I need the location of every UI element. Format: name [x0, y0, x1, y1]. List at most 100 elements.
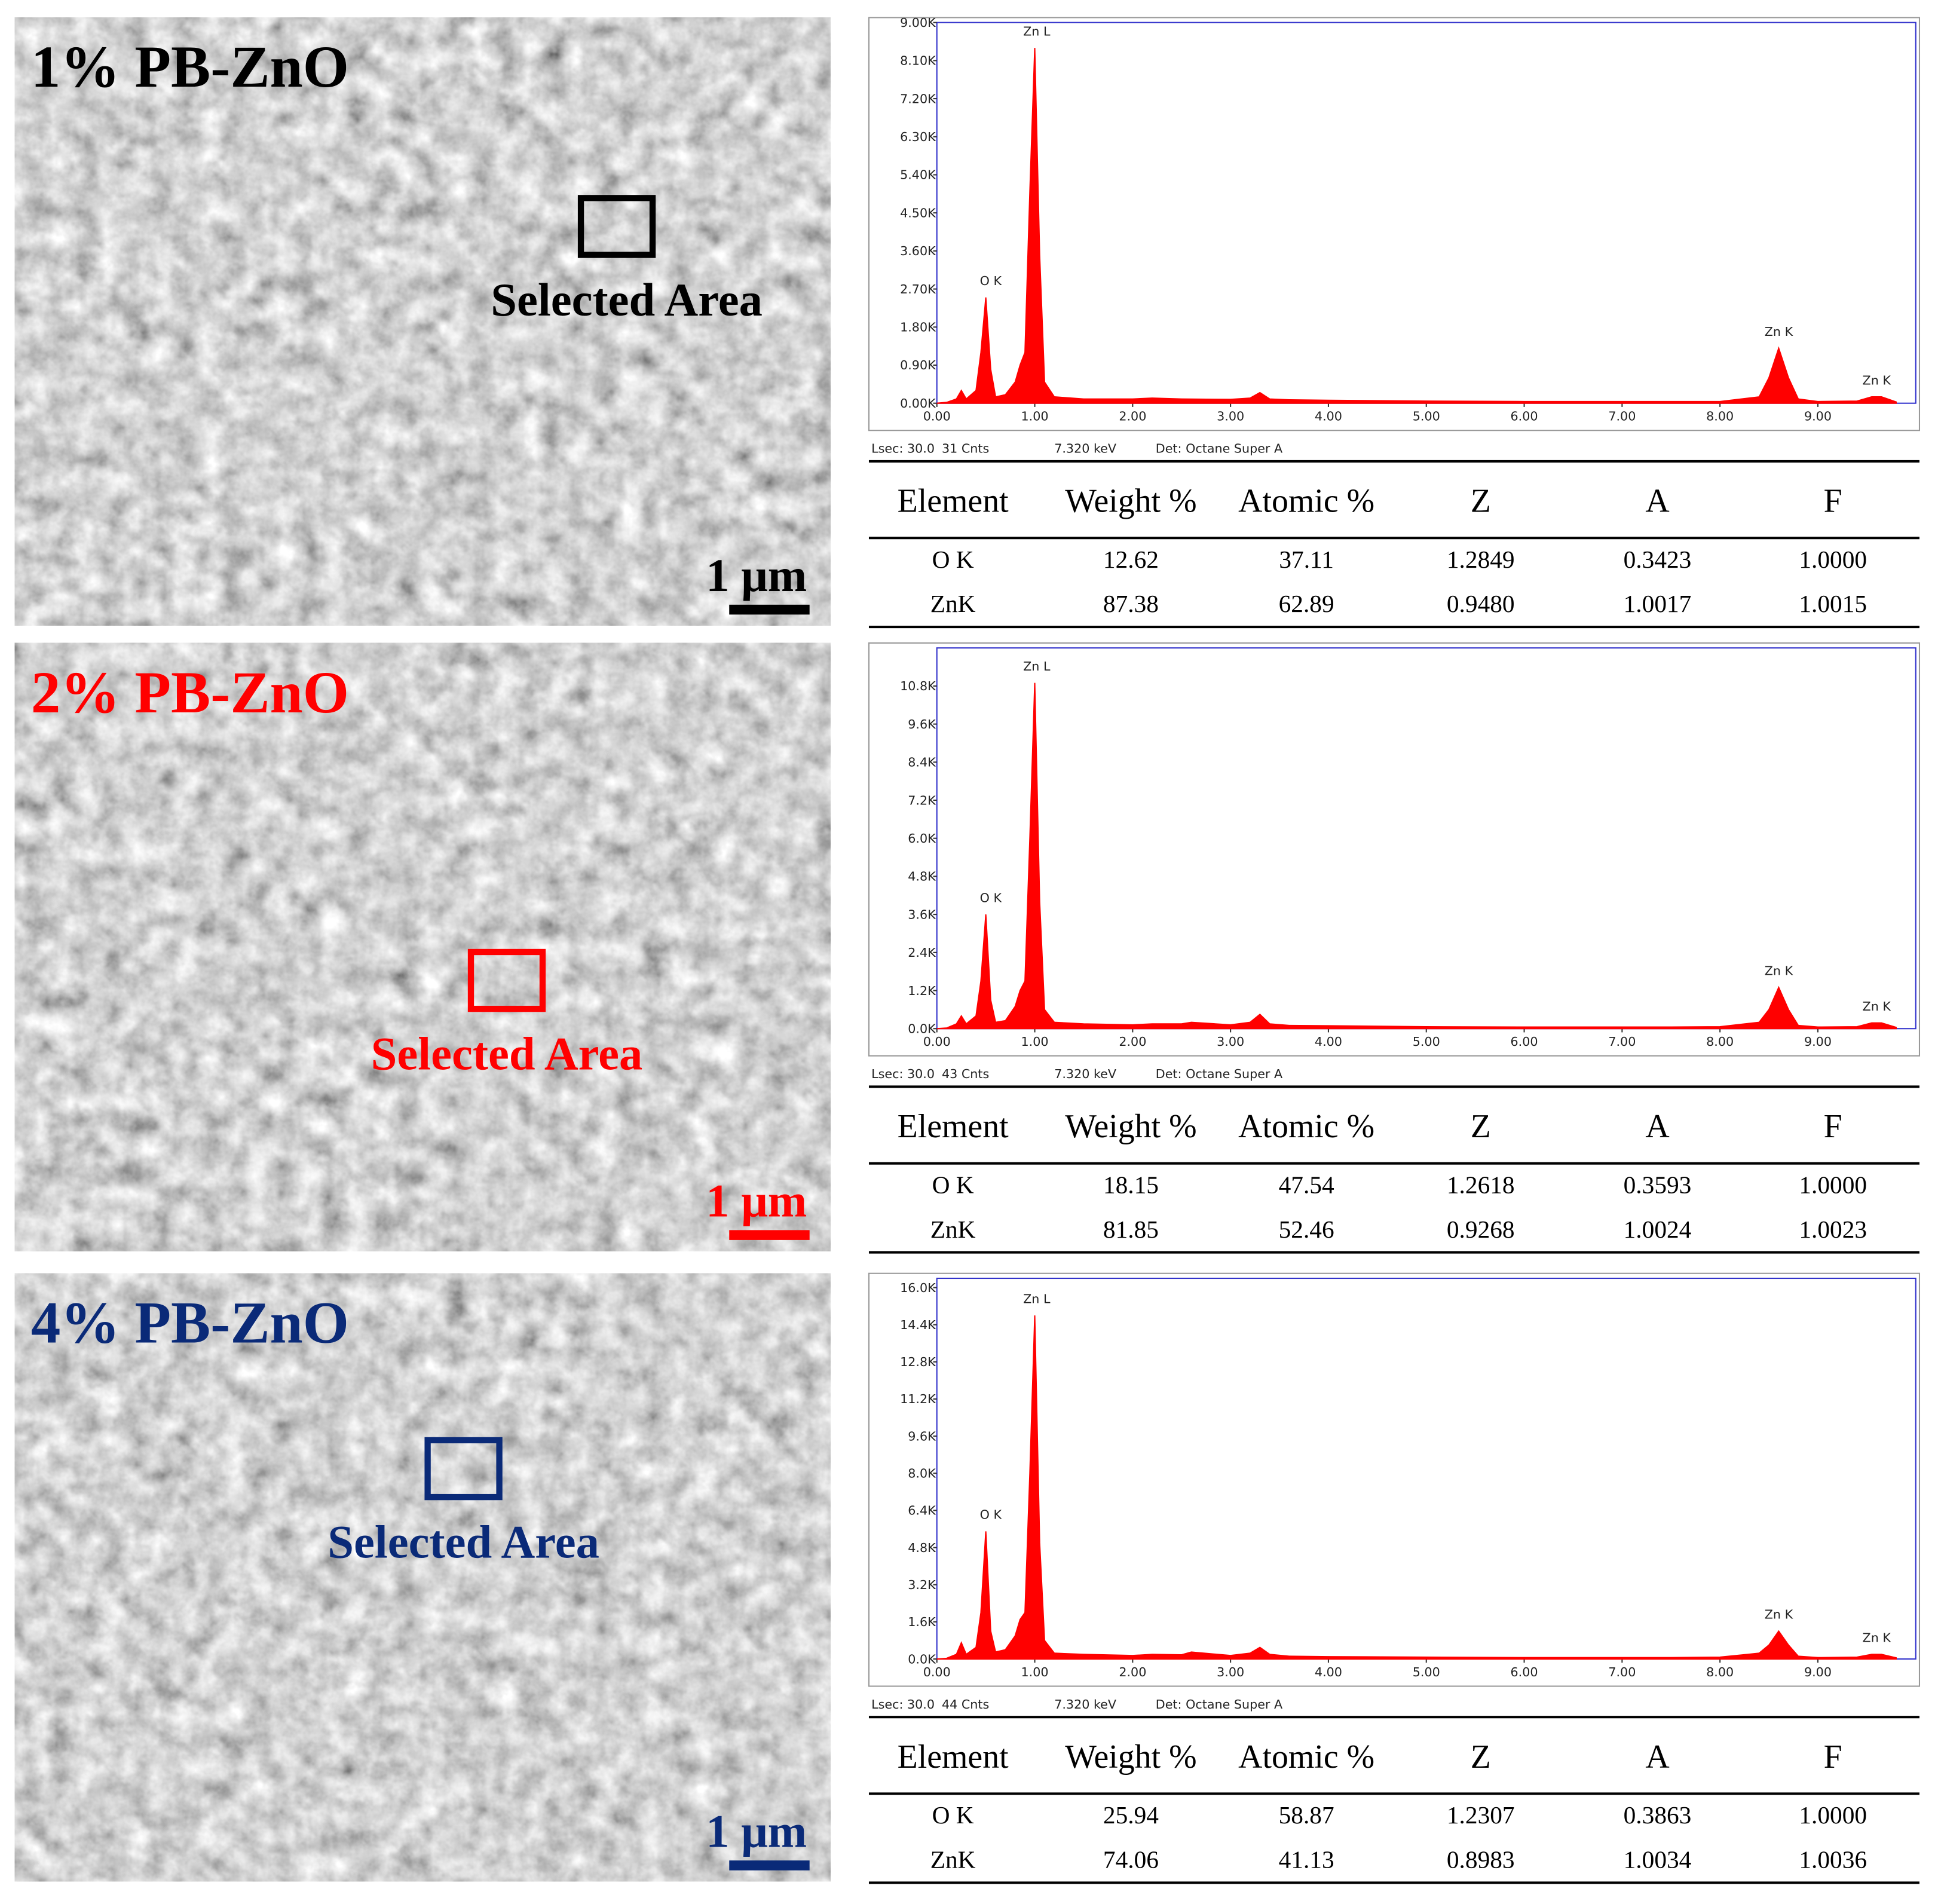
table-cell: O K	[932, 546, 974, 573]
table-cell: O K	[932, 1171, 974, 1198]
x-tick-label: 4.00	[1315, 409, 1342, 424]
table-cell: 1.0034	[1624, 1846, 1692, 1874]
table-cell: 1.0000	[1799, 1801, 1867, 1829]
scale-bar	[729, 1860, 810, 1871]
x-tick-label: 7.00	[1608, 1665, 1636, 1679]
table-header: Element	[898, 1108, 1009, 1145]
table-cell: 0.8983	[1447, 1846, 1515, 1874]
table-header: A	[1645, 1108, 1669, 1145]
spectrum-area	[936, 48, 1897, 404]
table-header: Atomic %	[1238, 1738, 1374, 1776]
peak-label: O K	[980, 1508, 1002, 1522]
y-tick-label: 6.4K	[908, 1504, 936, 1518]
peak-label: Zn K	[1765, 964, 1793, 978]
y-tick-label: 2.4K	[908, 945, 936, 960]
table-cell: 1.0000	[1799, 546, 1867, 573]
table-header: Weight %	[1065, 1108, 1196, 1145]
peak-label: O K	[980, 890, 1002, 905]
table-header: A	[1645, 1738, 1669, 1776]
table-cell: 37.11	[1279, 546, 1334, 573]
y-tick-label: 4.8K	[908, 870, 936, 884]
y-tick-label: 0.0K	[908, 1021, 936, 1036]
x-tick-label: 4.00	[1315, 1034, 1342, 1049]
y-tick-label: 7.2K	[908, 793, 936, 807]
y-tick-label: 3.6K	[908, 907, 936, 922]
chart-frame	[868, 1272, 1921, 1687]
y-tick-label: 5.40K	[900, 168, 936, 182]
sem-image	[14, 17, 831, 626]
spectrum-footer: Lsec: 30.0	[871, 1697, 935, 1712]
selected-box	[577, 195, 656, 258]
spectrum-footer: Lsec: 30.0	[871, 441, 935, 455]
table-cell: 1.0036	[1799, 1846, 1867, 1874]
table-cell: 0.9268	[1447, 1216, 1515, 1243]
plot-frame	[936, 22, 1916, 404]
table-cell: 1.0000	[1799, 1171, 1867, 1198]
peak-label: Zn L	[1023, 659, 1051, 674]
y-tick-label: 2.70K	[900, 282, 936, 296]
spectrum-footer: 44 Cnts	[942, 1697, 989, 1712]
y-tick-label: 6.0K	[908, 831, 936, 846]
y-tick-label: 9.6K	[908, 717, 936, 731]
x-tick-label: 2.00	[1119, 1665, 1146, 1679]
table-header: Element	[898, 1738, 1009, 1776]
spectrum-footer: 7.320 keV	[1054, 1697, 1116, 1712]
y-tick-label: 14.4K	[900, 1318, 936, 1332]
y-tick-label: 7.20K	[900, 91, 936, 106]
peak-label: Zn K	[1765, 1608, 1793, 1622]
x-tick-label: 5.00	[1413, 1665, 1440, 1679]
spectrum-footer: Det: Octane Super A	[1156, 441, 1282, 455]
spectrum-footer: 43 Cnts	[942, 1067, 989, 1081]
table-cell: 1.2849	[1447, 546, 1515, 573]
y-tick-label: 8.0K	[908, 1467, 936, 1481]
table-cell: 52.46	[1279, 1216, 1334, 1243]
table-cell: 74.06	[1103, 1846, 1159, 1874]
y-tick-label: 16.0K	[900, 1281, 936, 1295]
sample-label: 4% PB-ZnO	[31, 1291, 349, 1356]
y-tick-label: 9.00K	[900, 16, 936, 30]
y-tick-label: 9.6K	[908, 1429, 936, 1443]
table-cell: 47.54	[1279, 1171, 1334, 1198]
peak-label: Zn K	[1863, 999, 1891, 1014]
table-cell: 81.85	[1103, 1216, 1159, 1243]
y-tick-label: 6.30K	[900, 130, 936, 144]
table-cell: 18.15	[1103, 1171, 1159, 1198]
table-cell: 62.89	[1279, 590, 1334, 617]
table-cell: 1.2307	[1447, 1801, 1515, 1829]
table-cell: 12.62	[1103, 546, 1159, 573]
y-tick-label: 11.2K	[900, 1392, 936, 1406]
y-tick-label: 4.50K	[900, 206, 936, 220]
y-tick-label: 1.80K	[900, 320, 936, 335]
x-tick-label: 1.00	[1021, 1665, 1049, 1679]
peak-label: O K	[980, 274, 1002, 288]
sem-image	[14, 1273, 831, 1882]
scale-bar	[729, 1230, 810, 1240]
x-tick-label: 2.00	[1119, 409, 1146, 424]
x-tick-label: 3.00	[1217, 1665, 1244, 1679]
area-label: Selected Area	[327, 1516, 599, 1568]
table-header: Z	[1471, 1108, 1491, 1145]
peak-label: Zn K	[1765, 325, 1793, 339]
y-tick-label: 3.60K	[900, 244, 936, 258]
table-cell: 1.2618	[1447, 1171, 1515, 1198]
table-header: A	[1645, 483, 1669, 520]
table-header: F	[1824, 1738, 1842, 1776]
table-cell: 1.0024	[1624, 1216, 1692, 1243]
scale-label: 1 μm	[706, 1805, 807, 1857]
y-tick-label: 3.2K	[908, 1578, 936, 1592]
table-cell: ZnK	[930, 590, 976, 617]
table-header: Z	[1471, 483, 1491, 520]
x-tick-label: 1.00	[1021, 1034, 1049, 1049]
x-tick-label: 6.00	[1511, 1034, 1538, 1049]
area-label: Selected Area	[491, 274, 763, 326]
peak-label: Zn L	[1023, 1291, 1051, 1306]
x-tick-label: 3.00	[1217, 1034, 1244, 1049]
x-tick-label: 0.00	[923, 1665, 951, 1679]
y-tick-label: 1.2K	[908, 984, 936, 998]
table-header: Atomic %	[1238, 1108, 1374, 1145]
x-tick-label: 9.00	[1804, 409, 1832, 424]
x-tick-label: 6.00	[1511, 1665, 1538, 1679]
peak-label: Zn K	[1863, 373, 1891, 387]
table-cell: 0.9480	[1447, 590, 1515, 617]
table-cell: 87.38	[1103, 590, 1159, 617]
